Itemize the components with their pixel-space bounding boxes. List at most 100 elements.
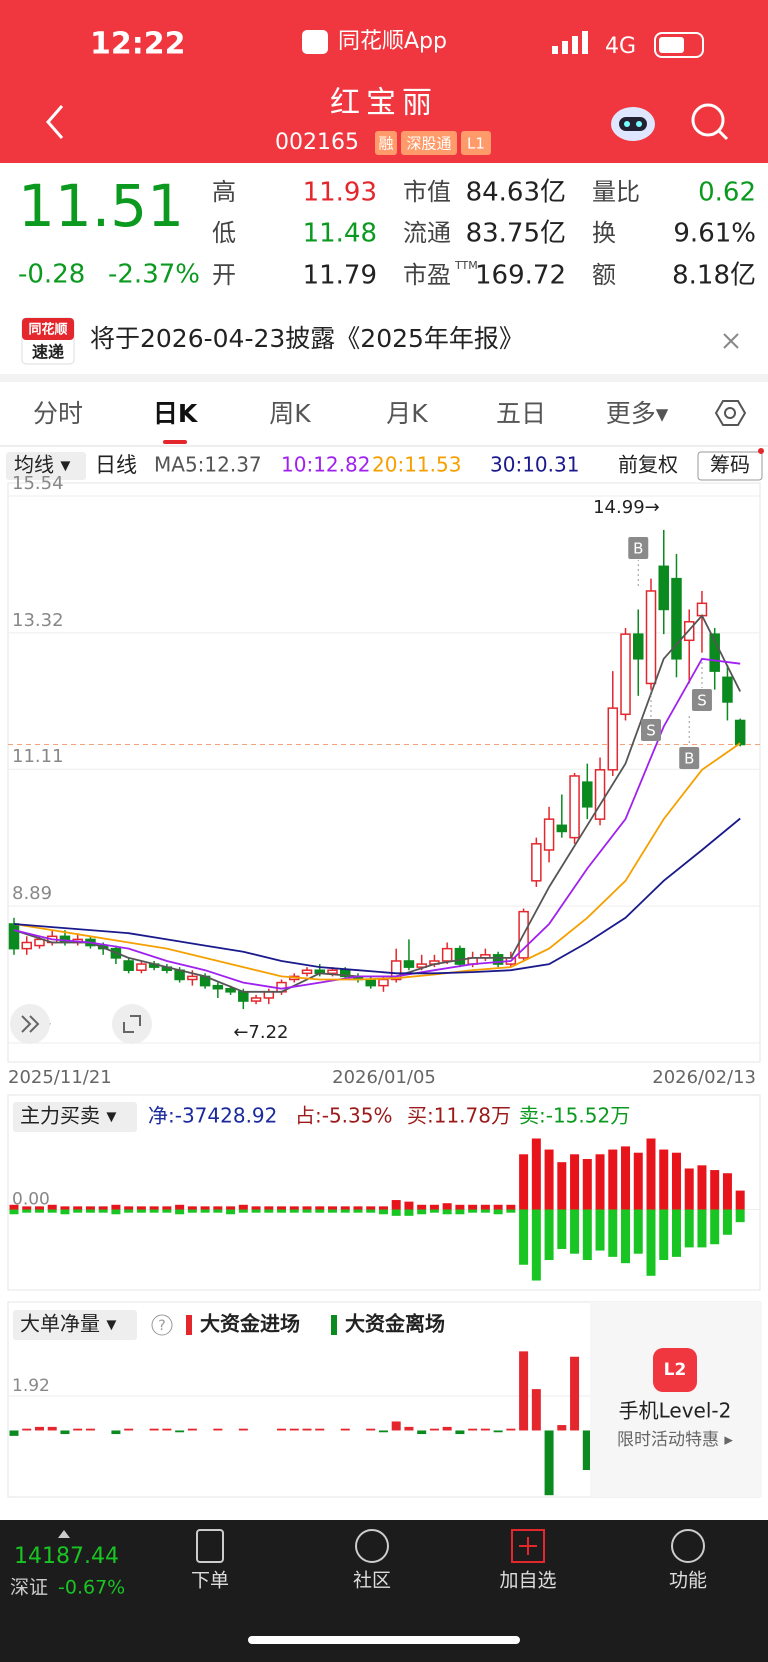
help-text: ? [158,1318,165,1334]
bar [111,1209,121,1215]
candle-body [543,818,555,851]
bar [302,1428,312,1431]
separator [0,374,768,382]
stat-value: 83.75亿 [466,219,566,249]
bar [722,1173,732,1210]
bar [340,1428,350,1431]
bar [9,1209,19,1215]
bar [570,1209,580,1254]
bar [47,1426,57,1431]
bar [557,1425,567,1431]
stat-label: 市值 [403,178,451,206]
legend-text: 买:11.78万 [407,1104,511,1128]
annotation-high: 14.99→ [593,497,660,518]
notice-logo-top [22,318,74,340]
bar [417,1209,427,1215]
bar [124,1206,134,1210]
candle-body [594,769,606,820]
tab[interactable]: 分时 [33,399,83,428]
bar [671,1209,681,1257]
tab[interactable]: 更多▾ [606,399,669,428]
bar [289,1428,299,1431]
y-tick-label: 1.92 [12,1376,50,1396]
candle-body [492,954,504,965]
nav-label[interactable]: 下单 [191,1570,229,1592]
bar [175,1430,185,1433]
bar [238,1209,248,1213]
legend-text: 大资金离场 [345,1312,445,1336]
ad-box[interactable] [590,1302,762,1497]
candle-body [734,719,746,746]
stat-value: 9.61% [673,219,756,249]
tab[interactable]: 周K [269,399,311,428]
bar [149,1428,159,1431]
nav-label[interactable]: 功能 [669,1570,707,1592]
bar [531,1389,541,1431]
ma-line [13,657,741,990]
bar [328,1209,337,1213]
bar [149,1206,159,1210]
badge [461,131,491,155]
bar [264,1206,274,1210]
ma-selector[interactable] [6,452,86,480]
tab[interactable]: 日K [153,399,199,428]
nav-icon[interactable] [671,1529,705,1563]
bar [722,1209,732,1235]
bar [582,1430,592,1471]
search-button[interactable] [691,103,729,141]
bar [238,1428,248,1431]
signal-box [628,537,649,559]
candle-body [339,969,351,978]
candle-body [390,960,402,981]
fullscreen-button[interactable] [112,1004,152,1044]
bar [315,1209,325,1213]
indicator-selector[interactable] [13,1310,137,1340]
battery [654,32,704,58]
nav-label[interactable]: 加自选 [499,1570,556,1592]
bar [557,1209,567,1249]
signal-text: S [697,692,707,710]
settings-icon[interactable] [714,400,747,426]
bar [85,1209,95,1213]
ma-legend: 20:11.53 [372,453,461,477]
nav-icon[interactable] [196,1529,224,1563]
bar [710,1170,720,1210]
bar [213,1428,223,1431]
bar [22,1209,32,1213]
bar [570,1356,580,1431]
signal-icon [552,31,588,54]
app-icon [302,30,328,54]
nav-icon[interactable] [511,1529,545,1563]
ma-selector-text: 均线 ▾ [14,453,70,477]
robot-icon[interactable] [611,107,655,141]
y-tick-label: 13.32 [12,610,64,631]
stat-value: 84.63亿 [466,178,566,208]
tab[interactable]: 月K [386,399,428,428]
stat-value: 11.48 [303,219,377,249]
bar [391,1200,401,1210]
notice-close[interactable] [723,333,739,349]
y-tick-label: 8.89 [12,883,52,904]
candle-body [327,969,338,975]
nav-icon[interactable] [355,1529,389,1563]
nav-label[interactable]: 社区 [353,1570,391,1592]
candle-body [722,676,733,703]
bar [136,1209,146,1213]
bar [85,1206,95,1210]
tab[interactable]: 五日 [496,399,546,428]
stat-sup: TTM [454,259,478,272]
bar [633,1209,643,1254]
bar [200,1209,210,1213]
bar [289,1206,299,1210]
bar [111,1430,121,1435]
status-network: 4G [605,34,636,59]
chip-button[interactable] [697,451,763,481]
signal-text: B [633,540,643,558]
index-name: 深证 [10,1577,48,1599]
indicator-selector[interactable] [13,1102,137,1132]
back-button[interactable] [46,105,64,139]
fullscreen-icon [123,1015,141,1033]
stat-value: 11.79 [303,261,377,291]
bar [378,1209,388,1215]
signal-box [679,747,700,769]
